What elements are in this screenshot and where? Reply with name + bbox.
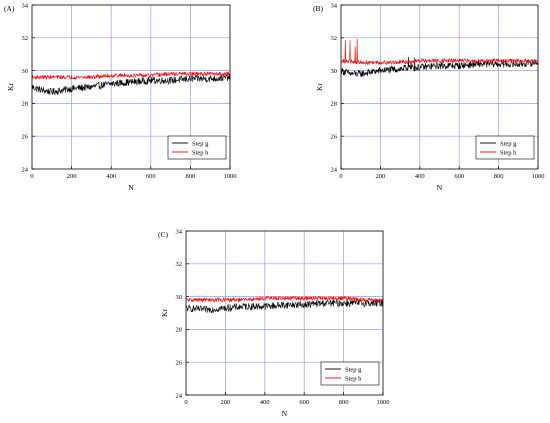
y-tick-label: 34: [331, 2, 338, 9]
series-line-step-g: [31, 73, 231, 96]
x-tick-label: 600: [454, 173, 464, 180]
y-tick-label: 30: [331, 68, 338, 75]
x-axis-label: N: [437, 183, 443, 192]
x-tick-label: 400: [260, 399, 270, 406]
chart-panel-b: 0 200 400 600 800 1000 24 26 28 30 32 34 N Kr (B) Step …: [313, 2, 545, 192]
legend-box: [167, 135, 227, 160]
legend-label-step-h: Step h: [192, 149, 209, 156]
legend-label-step-g: Step g: [500, 140, 517, 147]
series-line-step-g: [185, 298, 384, 313]
legend-label-step-h: Step h: [500, 149, 517, 156]
y-axis-label: Kr: [6, 83, 15, 91]
y-tick-label: 28: [331, 101, 338, 108]
y-tick-label: 24: [331, 166, 338, 173]
x-tick-label: 800: [339, 399, 349, 406]
y-axis-label: Kr: [160, 309, 169, 317]
x-tick-label: 1000: [224, 173, 237, 180]
y-tick-label: 30: [22, 68, 29, 75]
x-tick-label: 1000: [377, 399, 390, 406]
chart-panel-c: 0 200 400 600 800 1000 24 26 28 30 32 34 N Kr (C) Step …: [158, 228, 390, 418]
chart-panel-a: 0 200 400 600 800 1000 24 26 28 30 32 34 N Kr (A) Step …: [4, 2, 237, 192]
y-tick-label: 28: [22, 101, 29, 108]
y-axis-label: Kr: [315, 83, 324, 91]
x-tick-label: 0: [184, 399, 187, 406]
x-tick-label: 600: [146, 173, 156, 180]
y-tick-label: 26: [176, 360, 183, 367]
series-line-step-h: [340, 38, 539, 66]
panel-label: (B): [313, 4, 324, 13]
y-tick-label: 34: [176, 228, 183, 235]
x-axis-label: N: [282, 409, 288, 418]
y-tick-label: 32: [331, 35, 338, 42]
x-tick-label: 0: [339, 173, 342, 180]
series-line-step-g: [340, 56, 539, 78]
x-tick-label: 200: [221, 399, 231, 406]
y-tick-label: 32: [176, 261, 183, 268]
plot-frame: [31, 4, 231, 170]
x-tick-label: 600: [299, 399, 309, 406]
x-tick-label: 0: [30, 173, 33, 180]
x-tick-label: 1000: [532, 173, 545, 180]
plot-frame: [340, 4, 539, 170]
series-line-step-h: [185, 295, 384, 303]
x-tick-label: 800: [494, 173, 504, 180]
y-tick-label: 24: [176, 392, 183, 399]
y-tick-label: 28: [176, 327, 183, 334]
legend-box: [475, 135, 535, 160]
legend-label-step-h: Step h: [345, 375, 362, 382]
panel-label: (C): [158, 230, 169, 239]
panel-label: (A): [4, 4, 15, 13]
legend-box: [320, 361, 380, 386]
x-tick-label: 200: [67, 173, 77, 180]
y-tick-label: 30: [176, 294, 183, 301]
y-tick-label: 26: [331, 134, 338, 141]
x-tick-label: 800: [186, 173, 196, 180]
legend-label-step-g: Step g: [345, 366, 362, 373]
y-tick-label: 34: [22, 2, 29, 9]
y-tick-label: 26: [22, 134, 29, 141]
x-tick-label: 400: [415, 173, 425, 180]
x-axis-label: N: [128, 183, 134, 192]
y-tick-label: 24: [22, 166, 29, 173]
plot-frame: [185, 230, 384, 396]
x-tick-label: 200: [376, 173, 386, 180]
y-tick-label: 32: [22, 35, 29, 42]
series-line-step-h: [31, 70, 231, 81]
x-tick-label: 400: [106, 173, 116, 180]
legend-label-step-g: Step g: [192, 140, 209, 147]
